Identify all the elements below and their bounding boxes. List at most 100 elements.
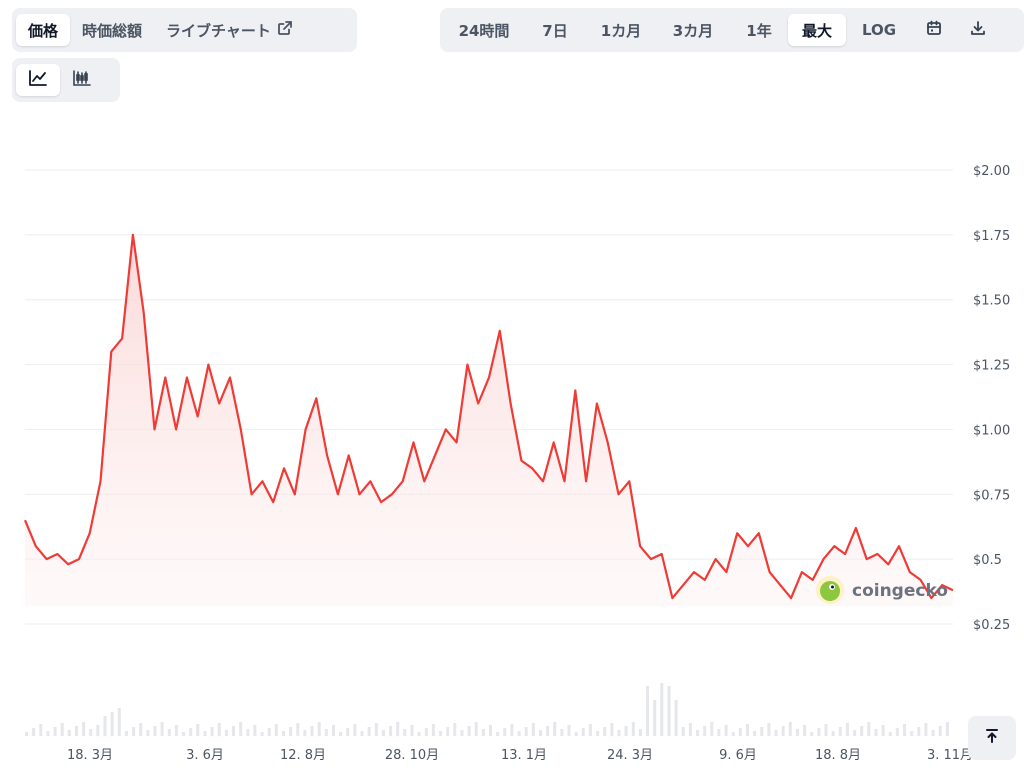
tab-live-chart[interactable]: ライブチャート	[154, 14, 305, 46]
volume-bar	[246, 729, 250, 736]
tab-range-max[interactable]: 最大	[788, 14, 846, 46]
volume-bar	[788, 722, 792, 736]
volume-bar	[674, 700, 678, 736]
volume-bar	[938, 726, 942, 736]
volume-bar	[774, 730, 778, 736]
x-tick-label: 24. 3月	[607, 748, 653, 763]
volume-bar	[631, 722, 635, 736]
tab-range-1m[interactable]: 1カ月	[586, 14, 656, 46]
scroll-to-top-button[interactable]	[968, 716, 1016, 760]
price-area	[25, 234, 953, 606]
volume-bar	[803, 725, 807, 736]
volume-bar	[103, 716, 107, 736]
volume-bar	[688, 723, 692, 736]
volume-bar	[374, 723, 378, 736]
volume-bar	[781, 726, 785, 736]
volume-bar	[746, 724, 749, 736]
volume-bar	[310, 726, 314, 736]
volume-bar	[424, 728, 428, 736]
watermark-text: coingecko	[852, 581, 948, 601]
volume-bar	[824, 724, 828, 736]
x-tick-label: 28. 10月	[385, 748, 439, 763]
volume-bar	[353, 724, 357, 736]
range-tab-group: 24時間 7日 1カ月 3カ月 1年 最大 LOG	[440, 8, 1024, 52]
tab-range-24h[interactable]: 24時間	[444, 14, 524, 46]
volume-bar	[446, 727, 450, 736]
volume-bar	[653, 700, 657, 736]
coingecko-logo-icon	[816, 576, 844, 604]
volume-bar	[489, 725, 492, 736]
volume-bar	[203, 731, 207, 736]
volume-bar	[617, 730, 621, 736]
volume-bar	[646, 686, 649, 736]
volume-bar	[560, 729, 564, 736]
volume-bar	[260, 732, 264, 736]
tab-range-3m-label: 3カ月	[672, 21, 714, 40]
volume-bar	[396, 722, 400, 736]
volume-bar	[474, 722, 478, 736]
volume-bar	[867, 722, 871, 736]
volume-bar	[25, 732, 28, 736]
line-chart-icon	[28, 69, 48, 91]
volume-bar	[753, 731, 757, 736]
external-link-icon	[277, 20, 293, 40]
tab-range-7d[interactable]: 7日	[524, 14, 586, 46]
volume-bar	[217, 723, 221, 736]
volume-bar	[431, 724, 435, 736]
download-button[interactable]	[956, 14, 1000, 46]
volume-bar	[910, 731, 914, 736]
volume-bar	[46, 731, 50, 736]
calendar-button[interactable]	[912, 14, 956, 46]
tab-range-max-label: 最大	[801, 21, 832, 40]
volume-bar	[731, 732, 735, 736]
tab-range-3m[interactable]: 3カ月	[656, 14, 730, 46]
volume-bar	[189, 728, 193, 736]
volume-bar	[581, 728, 585, 736]
volume-bar	[831, 731, 835, 736]
chart-type-group	[12, 58, 120, 102]
volume-bar	[574, 732, 578, 736]
volume-bar	[296, 723, 300, 736]
tab-live-chart-label: ライブチャート	[166, 21, 271, 40]
volume-bar	[210, 727, 214, 736]
tab-market-cap-label: 時価総額	[82, 21, 143, 40]
volume-bar	[660, 683, 664, 736]
tab-range-1m-label: 1カ月	[600, 21, 642, 40]
volume-bar	[282, 731, 285, 736]
volume-bar	[553, 722, 557, 736]
volume-bar	[346, 728, 350, 736]
volume-bar	[710, 722, 714, 736]
y-tick-label: $1.25	[973, 359, 1010, 374]
volume-bar	[924, 723, 928, 736]
tab-price[interactable]: 価格	[16, 14, 71, 46]
volume-bar	[703, 726, 707, 736]
tab-range-1y[interactable]: 1年	[730, 14, 788, 46]
volume-bar	[760, 727, 764, 736]
volume-bar	[817, 728, 821, 736]
volume-bar	[510, 724, 514, 736]
x-tick-label: 9. 6月	[719, 748, 757, 763]
x-tick-label: 13. 1月	[501, 748, 547, 763]
coingecko-watermark: coingecko	[816, 576, 948, 604]
candlestick-button[interactable]	[60, 64, 104, 96]
volume-bar	[881, 725, 885, 736]
volume-bar	[153, 726, 157, 736]
volume-bar	[917, 727, 921, 736]
volume-bar	[267, 728, 271, 736]
volume-bar	[274, 724, 278, 736]
volume-bar	[503, 728, 507, 736]
volume-bar	[239, 722, 243, 736]
volume-bar	[624, 726, 628, 736]
volume-bar	[96, 725, 100, 736]
volume-bar	[717, 729, 721, 736]
tab-market-cap[interactable]: 時価総額	[70, 14, 154, 46]
volume-bar	[517, 731, 521, 736]
line-chart-button[interactable]	[16, 64, 60, 96]
tab-range-log[interactable]: LOG	[846, 14, 912, 46]
metric-tab-group: 価格 時価総額 ライブチャート	[12, 8, 357, 52]
tab-range-log-label: LOG	[861, 21, 897, 39]
tab-price-label: 価格	[28, 21, 59, 40]
x-tick-label: 3. 11月	[927, 748, 973, 763]
x-tick-label: 18. 8月	[815, 748, 861, 763]
